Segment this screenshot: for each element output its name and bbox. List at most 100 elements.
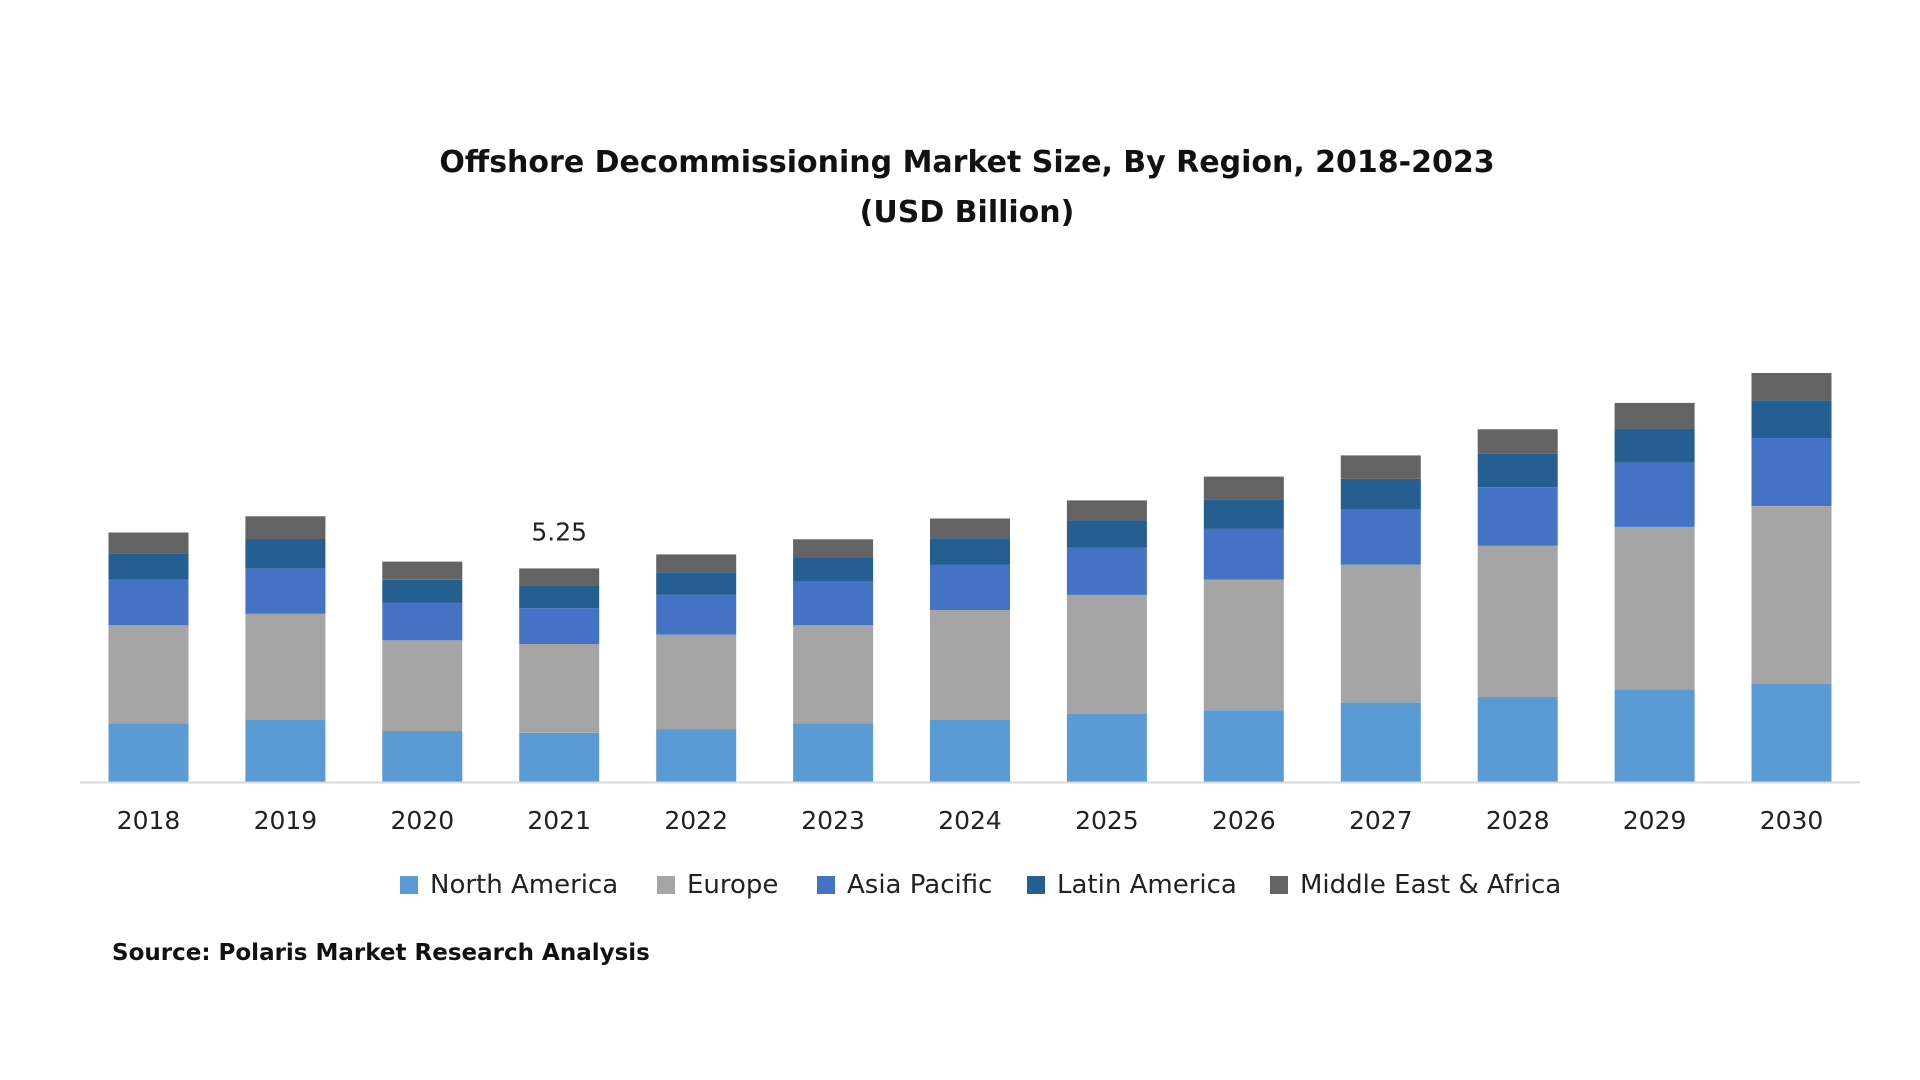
bar-segment-2029-3 [1614,428,1695,463]
bar-segment-2030-4 [1751,373,1832,401]
bar-segment-2028-4 [1477,429,1558,454]
bar-segment-2025-0 [1066,714,1147,782]
bar-segment-2027-0 [1340,702,1421,782]
bar-segment-2020-3 [382,579,463,603]
bar-segment-2028-0 [1477,697,1558,782]
legend-label: Europe [687,870,779,900]
bar-segment-2021-3 [519,585,600,609]
bar-segment-2021-1 [519,644,600,733]
chart-legend: North America Europe Asia Pacific Latin Ame… [0,865,1920,905]
bar-segment-2029-2 [1614,462,1695,527]
bar-segment-2027-2 [1340,509,1421,565]
x-tick-label-2029: 2029 [1623,806,1687,835]
bar-segment-2029-0 [1614,689,1695,782]
bar-segment-2024-3 [930,538,1010,565]
chart-plot: 2018 2019 2020 2021 2022 2023 2024 2025 2026 2027… [80,373,1860,835]
bar-segment-2018-1 [108,625,189,724]
data-label-2021: 5.25 [531,517,587,546]
bar-segment-2020-2 [382,602,463,641]
bar-segment-2022-2 [656,594,737,635]
bar-segment-2020-0 [382,731,463,782]
legend-label: Middle East & Africa [1300,870,1562,900]
bar-segment-2023-2 [793,581,874,626]
bar-segment-2020-4 [382,561,463,580]
bar-segment-2026-2 [1203,528,1284,580]
legend-label: Latin America [1057,870,1237,900]
bar-segment-2023-0 [793,723,874,782]
bar-segment-2021-2 [519,608,600,644]
bar-segment-2025-4 [1066,500,1147,521]
legend-item: Europe [657,865,778,905]
bar-segment-2024-1 [930,610,1010,720]
bar-segment-2022-3 [656,572,737,595]
bar-segment-2022-1 [656,634,737,730]
legend-item: North America [400,865,618,905]
legend-swatch [657,876,675,894]
bar-segment-2021-0 [519,732,600,782]
x-tick-label-2024: 2024 [938,806,1002,835]
legend-label: North America [430,870,619,900]
bar-segment-2028-1 [1477,545,1558,697]
bar-segment-2026-4 [1203,476,1284,500]
bar-segment-2019-2 [245,568,326,614]
bar-segment-2018-3 [108,553,189,580]
bar-segment-2026-0 [1203,710,1284,782]
bar-segment-2025-2 [1066,547,1147,595]
bar-segment-2027-3 [1340,478,1421,510]
bar-segment-2030-0 [1751,683,1832,782]
bar-segment-2022-0 [656,729,737,782]
bar-segment-2023-3 [793,557,874,582]
x-tick-label-2020: 2020 [390,806,454,835]
bar-segment-2027-1 [1340,564,1421,703]
x-tick-label-2022: 2022 [664,806,728,835]
x-tick-label-2027: 2027 [1349,806,1413,835]
bar-segment-2030-1 [1751,506,1832,684]
bar-segment-2023-4 [793,539,874,558]
x-tick-label-2025: 2025 [1075,806,1139,835]
legend-swatch [400,876,418,894]
x-tick-label-2023: 2023 [801,806,865,835]
bar-segment-2021-4 [519,568,600,586]
bar-segment-2024-2 [930,564,1010,610]
bar-segment-2018-0 [108,723,189,782]
chart-title-line: Offshore Decommissioning Market Size, By… [439,145,1495,180]
bar-segment-2019-0 [245,719,326,782]
x-tick-label-2021: 2021 [527,806,591,835]
chart-subtitle: (USD Billion) [859,195,1075,230]
bar-segment-2024-4 [930,518,1010,539]
bar-segment-2019-1 [245,613,326,720]
bar-segment-2018-2 [108,579,189,626]
legend-label: Asia Pacific [847,870,993,900]
bar-segment-2019-4 [245,516,326,539]
legend-swatch [1270,876,1288,894]
bar-segment-2030-2 [1751,438,1832,506]
x-tick-label-2019: 2019 [254,806,318,835]
x-tick-label-2026: 2026 [1212,806,1276,835]
bar-segment-2025-3 [1066,520,1147,548]
x-tick-label-2030: 2030 [1760,806,1824,835]
chart-title: Offshore Decommissioning Market Size, By… [0,138,1920,238]
bar-segment-2028-2 [1477,487,1558,546]
bar-segment-2022-4 [656,554,737,573]
legend-item: Asia Pacific [817,865,992,905]
bar-segment-2019-3 [245,538,326,569]
bar-segment-2018-4 [108,532,189,554]
legend-item: Middle East & Africa [1270,865,1561,905]
legend-item: Latin America [1027,865,1237,905]
source-note: Source: Polaris Market Research Analysis [112,940,650,966]
x-tick-label-2028: 2028 [1486,806,1550,835]
bar-segment-2027-4 [1340,455,1421,479]
bar-segment-2024-0 [930,719,1010,782]
bar-segment-2023-1 [793,625,874,724]
legend-swatch [1027,876,1045,894]
x-tick-label-2018: 2018 [117,806,181,835]
bar-segment-2030-3 [1751,400,1832,438]
bar-segment-2029-4 [1614,402,1695,429]
bar-segment-2020-1 [382,640,463,731]
bar-segment-2026-1 [1203,579,1284,711]
bar-segment-2028-3 [1477,453,1558,488]
bar-segment-2026-3 [1203,499,1284,529]
legend-swatch [817,876,835,894]
bar-segment-2029-1 [1614,526,1695,690]
bar-segment-2025-1 [1066,594,1147,714]
